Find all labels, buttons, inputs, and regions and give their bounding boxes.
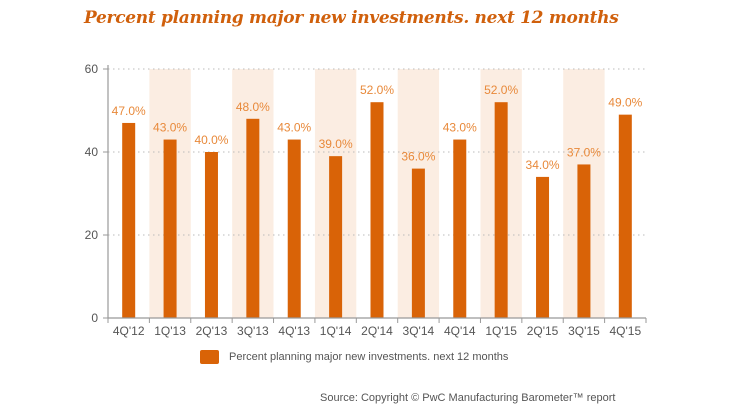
bar	[246, 118, 260, 318]
chart-title: Percent planning major new investments. …	[84, 8, 619, 28]
y-tick-label: 20	[85, 228, 99, 242]
bar	[163, 139, 177, 318]
data-label: 52.0%	[484, 83, 518, 97]
bar	[370, 102, 384, 318]
bar	[287, 139, 301, 318]
x-tick-label: 2Q'15	[527, 324, 559, 338]
bar	[122, 122, 136, 318]
axes: 0 20 40 60 4Q'12 1Q'13 2Q'13 3Q'13 4Q'13 1Q'14 2Q'…	[85, 62, 647, 338]
x-tick-label: 4Q'13	[278, 324, 310, 338]
bar	[411, 168, 425, 318]
x-tick-label: 1Q'15	[485, 324, 517, 338]
bar	[618, 114, 632, 319]
x-tick-label: 3Q'14	[403, 324, 435, 338]
x-tick-label: 3Q'13	[237, 324, 269, 338]
data-label: 39.0%	[319, 137, 353, 151]
bar	[453, 139, 467, 318]
bar	[204, 152, 218, 318]
data-label: 43.0%	[443, 121, 477, 135]
source-note: Source: Copyright © PwC Manufacturing Ba…	[320, 392, 616, 404]
y-tick-label: 60	[85, 62, 99, 76]
data-label: 34.0%	[526, 158, 560, 172]
bar	[536, 176, 550, 318]
bar	[494, 102, 508, 318]
bars	[122, 102, 632, 319]
data-label: 47.0%	[112, 104, 146, 118]
data-label: 37.0%	[567, 145, 601, 159]
legend-label: Percent planning major new investments. …	[229, 351, 509, 363]
data-label: 40.0%	[194, 133, 228, 147]
x-tick-label: 2Q'14	[361, 324, 393, 338]
data-label: 49.0%	[608, 96, 642, 110]
x-tick-label: 1Q'14	[320, 324, 352, 338]
x-tick-label: 4Q'14	[444, 324, 476, 338]
x-tick-label: 2Q'13	[196, 324, 228, 338]
data-label: 48.0%	[236, 100, 270, 114]
data-label: 52.0%	[360, 83, 394, 97]
x-tick-label: 4Q'15	[609, 324, 641, 338]
x-tick-label: 1Q'13	[154, 324, 186, 338]
x-tick-label: 3Q'15	[568, 324, 600, 338]
bar	[577, 164, 591, 318]
legend: Percent planning major new investments. …	[200, 350, 508, 364]
bar	[329, 156, 343, 318]
y-tick-label: 0	[91, 311, 98, 325]
data-labels: 47.0% 43.0% 40.0% 48.0% 43.0% 39.0% 52.0% 36.0%…	[112, 83, 643, 172]
data-label: 43.0%	[153, 121, 187, 135]
legend-swatch	[200, 350, 219, 364]
x-tick-label: 4Q'12	[113, 324, 145, 338]
data-label: 43.0%	[277, 121, 311, 135]
data-label: 36.0%	[401, 150, 435, 164]
y-tick-label: 40	[85, 145, 99, 159]
